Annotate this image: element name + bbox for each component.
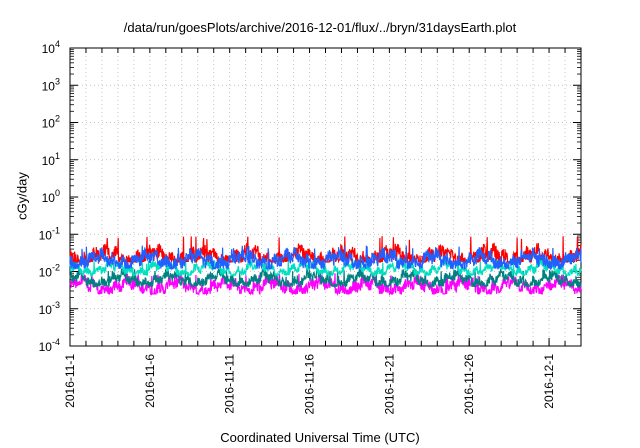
y-tick-label-base: 10 — [39, 340, 53, 354]
x-tick-label: 2016-11-1 — [63, 354, 77, 408]
y-tick-label-exponent: 4 — [55, 39, 60, 49]
y-tick-label-exponent: 1 — [55, 151, 60, 161]
y-tick-label-base: 10 — [39, 228, 53, 242]
y-tick-label: 100 — [42, 188, 60, 205]
y-tick-label: 103 — [42, 76, 60, 93]
y-tick-label-exponent: -3 — [52, 300, 60, 310]
y-tick-label: 101 — [42, 151, 60, 168]
y-tick-label: 10-4 — [39, 337, 60, 354]
data-series-line — [69, 267, 582, 289]
x-tick-label: 2016-11-26 — [462, 354, 476, 415]
y-tick-label: 10-3 — [39, 300, 60, 317]
y-tick-label-exponent: -4 — [52, 337, 60, 347]
x-tick-label: 2016-11-16 — [303, 354, 317, 415]
y-tick-label: 10-2 — [39, 263, 60, 280]
y-tick-label: 104 — [42, 39, 60, 56]
x-tick-label: 2016-11-6 — [143, 354, 157, 408]
y-tick-label-exponent: -1 — [52, 225, 60, 235]
data-series-line — [69, 245, 582, 271]
y-tick-label-exponent: 3 — [55, 76, 60, 86]
y-tick-label-base: 10 — [39, 303, 53, 317]
x-axis-label: Coordinated Universal Time (UTC) — [220, 430, 420, 445]
chart-title: /data/run/goesPlots/archive/2016-12-01/f… — [123, 20, 517, 35]
y-tick-label-base: 10 — [42, 117, 56, 131]
x-tick-label: 2016-11-11 — [223, 354, 237, 414]
y-tick-label: 102 — [42, 114, 60, 131]
y-tick-label-base: 10 — [42, 79, 56, 93]
y-tick-label-base: 10 — [42, 42, 56, 56]
y-tick-label-base: 10 — [42, 191, 56, 205]
x-tick-label: 2016-11-21 — [382, 354, 396, 415]
y-tick-label-exponent: 2 — [55, 114, 60, 124]
y-tick-label-base: 10 — [42, 154, 56, 168]
y-tick-label: 10-1 — [39, 225, 60, 242]
x-tick-label: 2016-12-1 — [542, 354, 556, 409]
y-tick-label-exponent: 0 — [55, 188, 60, 198]
y-tick-label-base: 10 — [39, 266, 53, 280]
y-tick-label-exponent: -2 — [52, 263, 60, 273]
